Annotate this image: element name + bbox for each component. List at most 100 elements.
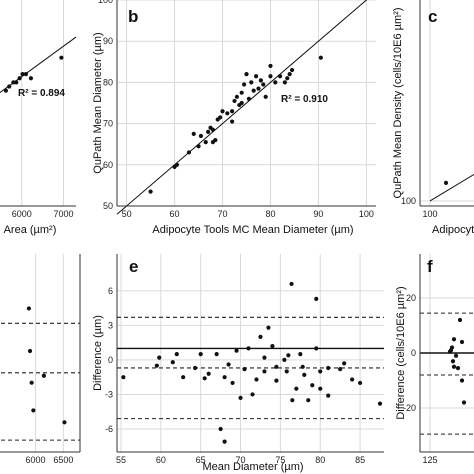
data-point — [284, 369, 289, 374]
x-tick-label: 6000 — [12, 209, 32, 219]
data-point — [59, 55, 64, 60]
data-point — [3, 88, 8, 93]
x-tick-label: 7000 — [53, 209, 73, 219]
data-point — [218, 426, 223, 432]
data-point — [302, 372, 307, 377]
x-axis-label: Area (µm²) — [4, 224, 57, 236]
x-tick-label: 65 — [196, 455, 206, 465]
data-point — [306, 398, 311, 403]
data-point — [274, 364, 279, 369]
data-point — [202, 376, 207, 381]
y-axis-label: QuPath Mean Diameter (µm) — [92, 32, 104, 173]
data-point — [246, 346, 251, 351]
data-point — [198, 133, 204, 139]
data-point — [239, 100, 244, 106]
data-point — [222, 439, 227, 444]
data-point — [258, 334, 263, 339]
fit-line — [0, 36, 77, 94]
data-point — [357, 380, 363, 386]
data-point — [27, 348, 33, 354]
data-point — [326, 393, 331, 398]
y-tick-label: 0 — [108, 355, 113, 365]
y-tick-label: -3 — [105, 389, 113, 399]
x-axis-label: Adipocyte Tools MC Mean Diameter (µm) — [152, 224, 353, 236]
data-point — [266, 325, 271, 330]
data-point — [225, 111, 230, 116]
y-tick-label: 0 — [411, 348, 416, 358]
data-point — [262, 355, 267, 360]
data-point — [251, 88, 256, 93]
y-tick-label: 3 — [108, 320, 113, 330]
data-point — [294, 386, 299, 391]
data-point — [350, 377, 355, 382]
x-tick-label: 6500 — [53, 455, 73, 465]
data-point — [242, 367, 247, 372]
panel-a: 6000 7000 Area (µm²) R² = 0.894 — [0, 0, 77, 236]
data-point — [377, 401, 383, 406]
data-point — [206, 371, 211, 376]
data-point — [318, 55, 323, 60]
data-point — [206, 129, 211, 134]
y-axis-label: QuPath Mean Density (cells/10E6 µm²) — [392, 8, 404, 199]
data-point — [270, 343, 275, 349]
data-point — [268, 63, 273, 69]
x-tick-label: 125 — [422, 455, 437, 465]
x-tick-label: 60 — [170, 209, 180, 219]
x-tick-label: 100 — [422, 209, 437, 219]
data-point — [121, 375, 126, 380]
data-point — [286, 353, 291, 358]
y-tick-label: 6 — [108, 286, 113, 296]
data-point — [253, 74, 259, 79]
data-point — [222, 375, 227, 380]
data-point — [263, 94, 268, 99]
data-point — [154, 363, 159, 368]
data-point — [230, 380, 235, 386]
x-tick-label: 70 — [218, 209, 228, 219]
data-point — [250, 392, 255, 397]
data-point — [310, 383, 315, 388]
r-squared-annotation: R² = 0.910 — [281, 94, 328, 105]
panel-b: 50 60 70 80 90 100 50 60 70 80 90 100 Adipocyte Tool… — [92, 0, 376, 236]
data-point — [29, 380, 34, 385]
data-point — [254, 377, 259, 382]
data-point — [7, 84, 12, 89]
data-point — [41, 373, 46, 378]
data-point — [453, 353, 459, 358]
data-point — [289, 67, 295, 73]
data-point — [457, 317, 463, 323]
data-point — [23, 72, 29, 77]
data-point — [239, 90, 244, 95]
r-squared-annotation: R² = 0.894 — [18, 88, 65, 99]
data-point — [213, 137, 218, 143]
data-point — [450, 359, 456, 364]
panel-d: 6000 6500 — [0, 254, 81, 465]
data-point — [218, 115, 223, 120]
data-point — [234, 348, 239, 353]
data-point — [273, 80, 278, 85]
data-point — [249, 80, 254, 85]
data-point — [277, 74, 283, 79]
x-tick-label: 6000 — [26, 455, 46, 465]
fit-line — [116, 0, 368, 215]
data-point — [220, 109, 225, 114]
data-point — [170, 360, 175, 365]
data-point — [290, 398, 295, 403]
data-point — [459, 339, 465, 345]
panel-label: c — [428, 7, 437, 26]
data-point — [198, 352, 203, 357]
data-point — [449, 345, 455, 350]
data-point — [193, 365, 198, 371]
data-point — [186, 150, 192, 155]
x-tick-label: 80 — [315, 455, 325, 465]
y-tick-label: 80 — [103, 77, 113, 87]
data-point — [314, 296, 319, 301]
data-point — [26, 306, 31, 311]
y-tick-label: 100 — [401, 196, 416, 206]
data-point — [11, 80, 16, 85]
fit-line — [429, 173, 474, 202]
x-tick-label: 90 — [313, 209, 323, 219]
y-tick-label: -20 — [403, 403, 416, 413]
y-tick-label: 20 — [406, 293, 416, 303]
